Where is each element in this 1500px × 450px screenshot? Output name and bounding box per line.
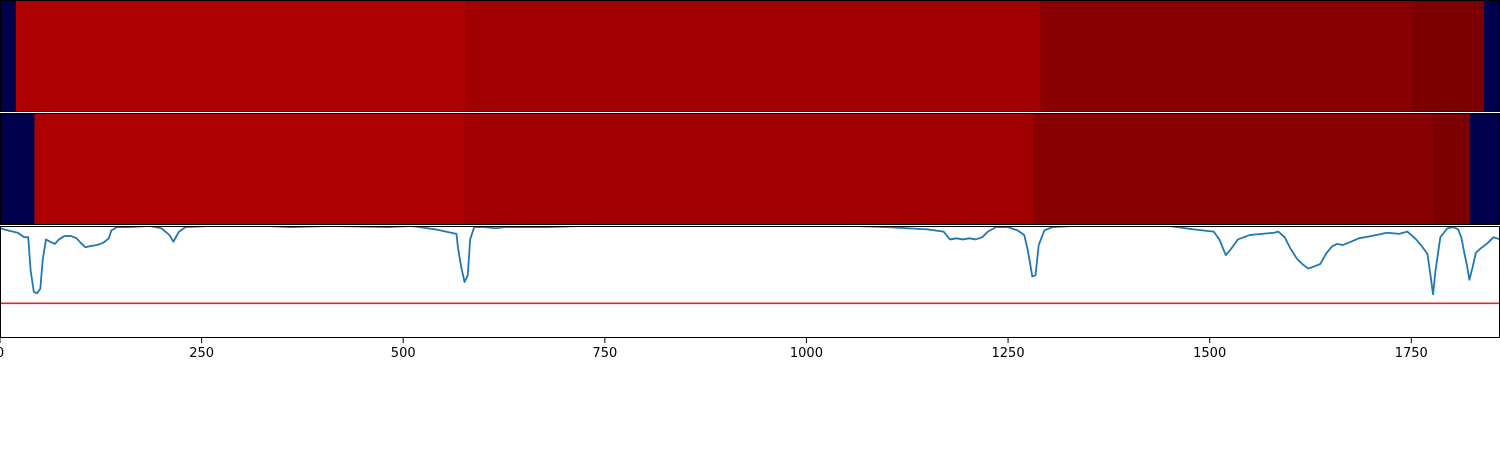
heatmap-middle-segment-0 [0,113,35,225]
x-tick-label-6: 1500 [1193,346,1226,361]
heatmap-panel-middle [0,113,1500,225]
x-tick-label-0: 0 [0,346,4,361]
heatmap-top-segment-3 [1040,0,1411,112]
heatmap-middle-segment-1 [35,113,465,225]
x-tick-label-3: 750 [592,346,617,361]
heatmap-top-segment-1 [16,0,466,112]
x-axis: 0 250 500 750 1000 1250 1500 1750 [0,338,1428,361]
heatmap-top-segment-4 [1411,0,1484,112]
line-panel-bottom [0,226,1500,338]
x-tick-label-1: 250 [189,346,214,361]
heatmap-middle-segment-2 [465,113,1034,225]
x-tick-label-2: 500 [391,346,416,361]
line-panel-background [0,226,1500,338]
heatmap-top-segment-5 [1484,0,1500,112]
x-tick-label-4: 1000 [790,346,823,361]
heatmap-middle-segment-3 [1033,113,1433,225]
heatmap-middle-segment-4 [1433,113,1470,225]
x-tick-label-7: 1750 [1395,346,1428,361]
heatmap-middle-segment-5 [1470,113,1500,225]
heatmap-top-segment-2 [466,0,1040,112]
x-tick-label-5: 1250 [992,346,1025,361]
heatmap-panel-top [0,0,1500,112]
heatmap-top-segment-0 [0,0,16,112]
